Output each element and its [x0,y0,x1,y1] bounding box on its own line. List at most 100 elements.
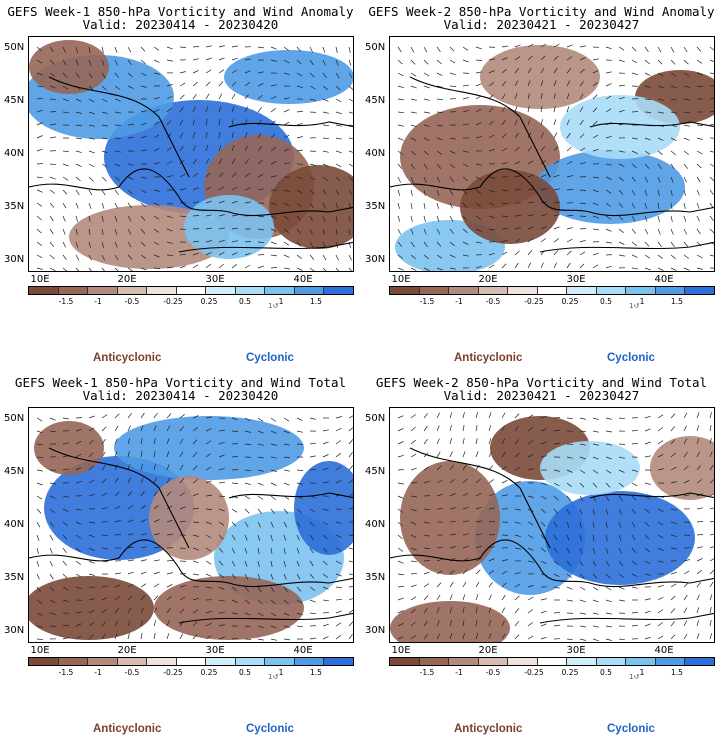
wind-vector [218,57,225,61]
wind-vector [462,520,469,523]
wind-vector [696,85,703,88]
wind-vector [657,427,664,432]
wind-vector [75,189,80,196]
wind-vector [423,607,428,614]
wind-vector [101,241,105,248]
x-tick-label: 30E [566,274,586,285]
wind-vector [296,547,300,554]
wind-vector [709,150,714,153]
wind-vector [49,495,56,499]
wind-vector [283,121,290,126]
wind-vector [657,215,660,222]
wind-vector [618,638,625,641]
wind-vector [410,426,416,432]
wind-vector [501,239,508,243]
wind-vector [410,534,417,538]
wind-vector [410,439,416,445]
y-tick-label: 30N [4,254,25,265]
wind-vector [179,46,187,48]
wind-vector [179,71,186,74]
wind-vector [475,136,482,139]
colorbar-tick: -0.25 [524,668,544,677]
colorbar-swatch [655,658,686,665]
wind-vector [257,586,262,593]
wind-vector [631,624,638,627]
wind-vector [49,163,57,166]
wind-vector [296,508,302,514]
vorticity-map [28,407,354,643]
wind-vector [423,254,429,260]
wind-vector [335,59,339,66]
wind-vector [683,176,687,183]
wind-vector [114,241,118,248]
wind-vector [49,586,55,592]
wind-vector [127,176,134,181]
wind-vector [696,124,704,126]
wind-vector [140,490,145,497]
y-tick-label: 45N [4,95,25,106]
wind-vector [88,521,95,524]
wind-vector [179,173,186,178]
wind-vector [488,58,495,61]
wind-vector [514,215,522,217]
wind-vector [501,633,506,640]
wind-vector [205,69,212,74]
wind-vector [231,240,238,243]
wind-vector [553,624,560,627]
colorbar-swatch [324,658,354,665]
wind-vector [592,573,598,579]
wind-vector [553,586,560,589]
wind-vector [566,586,573,590]
wind-vector [244,534,248,541]
wind-vector [423,267,430,271]
wind-vector [488,558,495,562]
wind-vector [283,189,290,193]
wind-vector [153,147,160,152]
wind-vector [527,146,533,152]
colorbar-tick: 1 [639,297,645,306]
wind-vector [410,508,417,512]
wind-vector [631,111,639,113]
wind-vector [397,150,404,155]
wind-vector [270,147,276,152]
wind-vector [179,596,186,601]
wind-vector [475,438,478,445]
wind-vector [75,137,82,140]
wind-vector [683,72,690,77]
wind-vector [397,189,401,196]
wind-vector [501,620,505,627]
wind-vector [75,467,82,471]
wind-vector [166,607,171,614]
wind-vector [657,254,663,259]
wind-vector [296,189,303,194]
wind-vector [140,425,144,432]
wind-vector [657,202,660,209]
wind-vector [127,633,130,640]
wind-vector [631,611,639,614]
wind-vector [488,493,495,497]
wind-vector [335,176,341,182]
wind-vector [270,160,277,165]
wind-vector [153,438,156,445]
wind-vector [605,573,611,579]
wind-vector [179,633,184,640]
wind-vector [153,583,160,588]
wind-vector [618,189,624,195]
wind-vector [205,466,212,471]
colorbar-swatch [58,287,89,294]
wind-vector [657,189,660,196]
wind-vector [618,469,625,473]
vector-reference: 1↺ [629,302,640,310]
colorbar-swatch [324,287,354,294]
wind-vector [579,495,584,502]
wind-vector [670,98,677,101]
wind-vector [436,163,442,169]
wind-vector [670,583,677,588]
wind-vector [257,174,264,178]
wind-vector [488,438,492,445]
wind-vector [101,46,104,53]
colorbar-tick: -1.5 [58,297,74,306]
wind-vector [449,569,455,575]
wind-vector [101,464,106,471]
wind-vector [683,241,689,247]
